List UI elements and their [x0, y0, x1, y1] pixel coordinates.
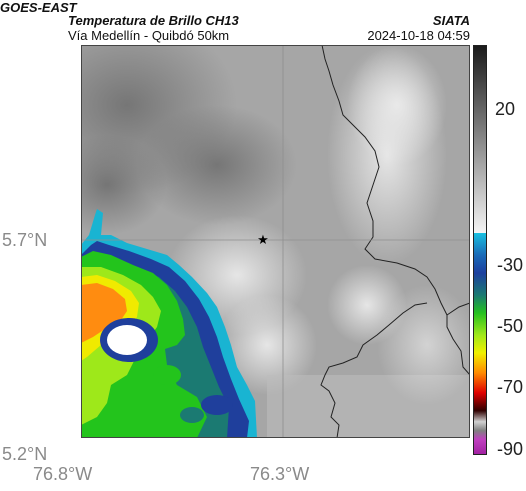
star-marker-icon: ★: [257, 233, 269, 248]
lon-tick-label: 76.8°W: [33, 464, 93, 484]
colorbar-tick-label: -50: [497, 316, 524, 336]
brightness-temperature-map: ★: [67, 45, 470, 438]
lat-tick-label: 5.7°N: [2, 230, 48, 250]
timestamp: 2024-10-18 04:59: [367, 28, 470, 43]
lon-tick-label: 76.3°W: [250, 464, 310, 484]
colorbar-tick-label: -70: [497, 377, 524, 397]
map-border: [81, 45, 470, 438]
colorbar-tick-label: -90: [497, 439, 524, 459]
satellite-source: GOES-EAST: [0, 0, 77, 15]
lat-tick-label: 5.2°N: [2, 444, 48, 464]
cloud-orange-core: [81, 283, 127, 343]
temperature-colorbar: [473, 45, 487, 455]
political-boundary-line-2: [446, 302, 470, 316]
warm-hole: [107, 325, 147, 355]
region-subtitle: Vía Medellín - Quibdó 50km: [68, 28, 230, 43]
colorbar-tick-label: -30: [497, 255, 524, 275]
colorbar-tick-label: 20: [495, 99, 516, 119]
product-title: Temperatura de Brillo CH13: [68, 13, 239, 28]
political-boundary-line-3: [320, 302, 428, 438]
organization-label: SIATA: [432, 13, 470, 28]
political-boundary-line: [321, 45, 470, 376]
